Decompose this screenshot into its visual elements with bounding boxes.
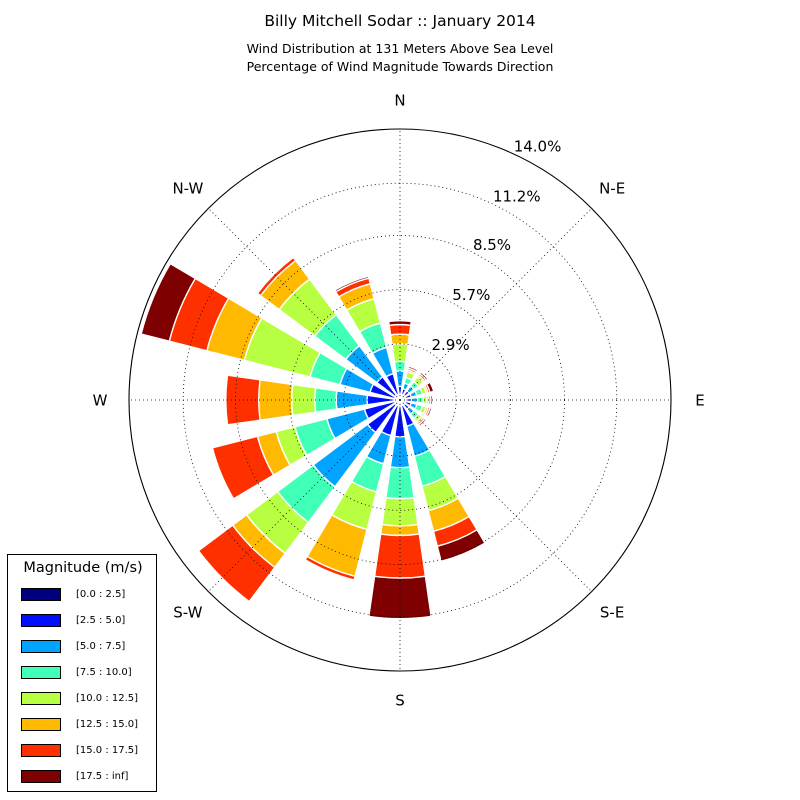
bar-dir90-bin6 bbox=[388, 323, 412, 336]
legend-label: [2.5 : 5.0] bbox=[76, 615, 126, 626]
legend-label: [17.5 : inf] bbox=[76, 771, 129, 782]
bar-dir135-bin6 bbox=[256, 256, 297, 297]
bar-dir90-bin3 bbox=[393, 360, 407, 373]
legend-label: [12.5 : 15.0] bbox=[76, 719, 139, 730]
radial-tick-label: 2.9% bbox=[431, 336, 469, 354]
legend-swatch bbox=[21, 666, 61, 679]
legend-swatch bbox=[21, 744, 61, 757]
direction-label: N-W bbox=[172, 179, 203, 197]
legend-label: [10.0 : 12.5] bbox=[76, 693, 139, 704]
direction-label: W bbox=[93, 392, 108, 410]
bar-dir202.5-bin6 bbox=[211, 435, 275, 500]
legend-swatch bbox=[21, 588, 61, 601]
legend-label: [0.0 : 2.5] bbox=[76, 589, 126, 600]
radial-tick-label: 14.0% bbox=[514, 138, 562, 156]
legend-title: Magnitude (m/s) bbox=[23, 560, 143, 576]
bar-dir270-bin5 bbox=[379, 523, 421, 537]
bar-dir90-bin2 bbox=[395, 370, 405, 388]
bar-dir22.5-bin7 bbox=[425, 381, 435, 394]
bar-dir157.5-bin7 bbox=[140, 262, 197, 343]
direction-label: S-W bbox=[173, 604, 202, 622]
bar-dir270-bin4 bbox=[381, 496, 419, 527]
bar-dir180-bin3 bbox=[314, 387, 338, 413]
bar-dir0-bin7 bbox=[429, 394, 434, 406]
bar-dir247.5-bin6 bbox=[304, 555, 356, 581]
bar-dir112.5-bin7 bbox=[333, 275, 370, 293]
legend-swatch bbox=[21, 614, 61, 627]
chart-title: Billy Mitchell Sodar :: January 2014 bbox=[264, 12, 536, 30]
chart-subtitle-line2: Percentage of Wind Magnitude Towards Dir… bbox=[246, 59, 554, 74]
wind-rose-bars bbox=[140, 256, 486, 620]
polar-ring bbox=[289, 289, 511, 511]
bar-dir67.5-bin7 bbox=[407, 365, 419, 373]
radial-tick-label: 11.2% bbox=[493, 188, 541, 206]
bar-dir292.5-bin7 bbox=[436, 528, 486, 563]
bar-dir90-bin7 bbox=[387, 319, 413, 327]
bar-dir270-bin7 bbox=[368, 575, 432, 620]
direction-label: E bbox=[695, 392, 704, 410]
polar-grid bbox=[128, 128, 672, 672]
direction-label: S bbox=[395, 692, 405, 710]
polar-outer-circle bbox=[128, 128, 672, 672]
chart-subtitle-line1: Wind Distribution at 131 Meters Above Se… bbox=[246, 41, 554, 56]
bar-dir225-bin6 bbox=[197, 524, 276, 603]
direction-label: S-E bbox=[600, 604, 624, 622]
legend-swatch bbox=[21, 640, 61, 653]
direction-label: N-E bbox=[599, 179, 625, 197]
legend-label: [7.5 : 10.0] bbox=[76, 667, 132, 678]
legend-swatch bbox=[21, 692, 61, 705]
legend-swatch bbox=[21, 770, 61, 783]
bar-dir270-bin3 bbox=[385, 466, 415, 500]
radial-tick-label: 8.5% bbox=[473, 236, 511, 254]
bar-dir45-bin7 bbox=[418, 371, 429, 382]
bar-dir180-bin6 bbox=[225, 374, 261, 426]
bar-dir315-bin7 bbox=[417, 417, 428, 428]
legend: Magnitude (m/s) [0.0 : 2.5] [2.5 : 5.0] [5… bbox=[7, 554, 157, 792]
bar-dir337.5-bin7 bbox=[425, 406, 433, 418]
legend-swatch bbox=[21, 718, 61, 731]
direction-label: N bbox=[394, 92, 405, 110]
radial-tick-label: 5.7% bbox=[452, 286, 490, 304]
legend-label: [15.0 : 17.5] bbox=[76, 745, 139, 756]
polar-labels: E N-E N N-W W S-W S S-E 2.9% 5.7% 8.5% 11.2% 14.0% bbox=[93, 92, 705, 710]
legend-label: [5.0 : 7.5] bbox=[76, 641, 126, 652]
